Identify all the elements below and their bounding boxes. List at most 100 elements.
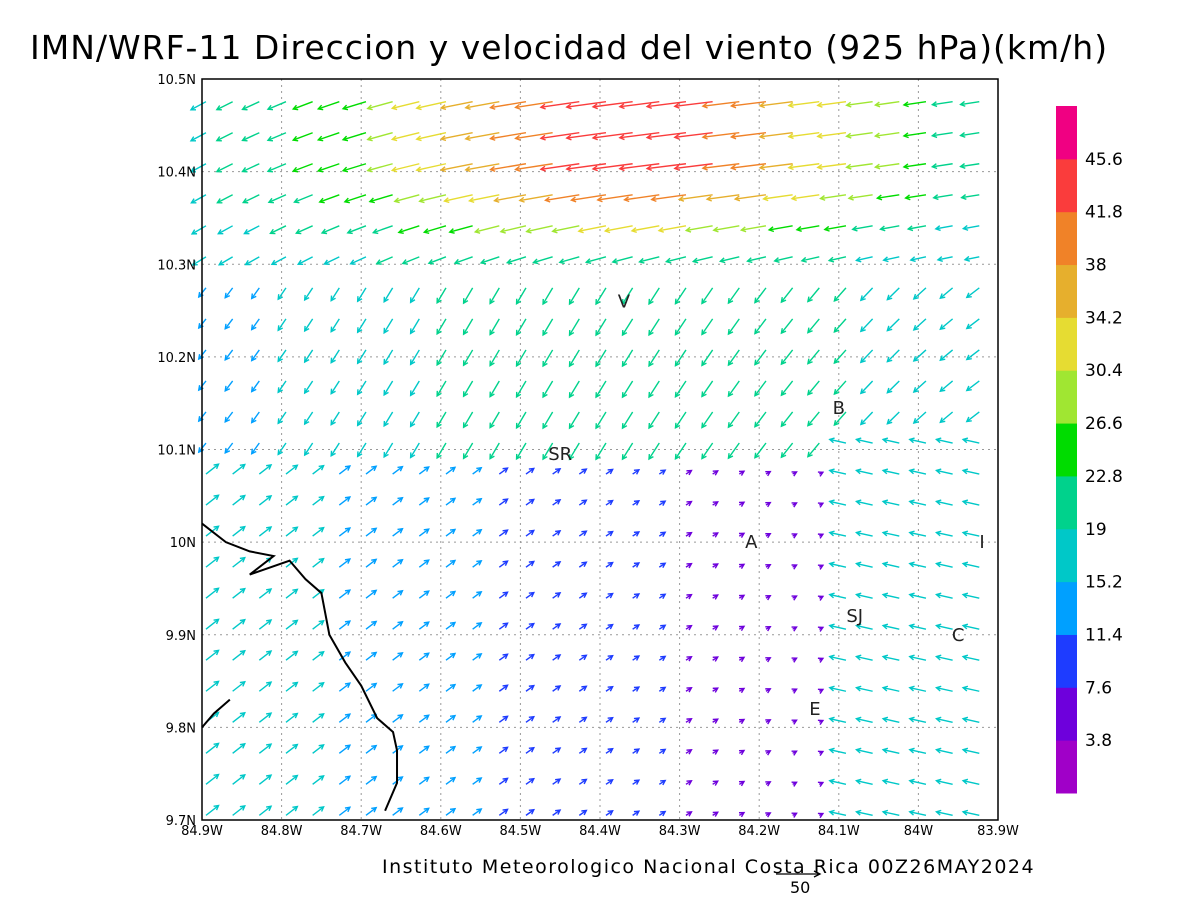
wind-vector xyxy=(258,681,273,692)
wind-vector xyxy=(542,380,554,399)
wind-vector xyxy=(409,349,420,366)
wind-vector xyxy=(632,686,641,692)
wind-vector xyxy=(618,163,660,172)
wind-vector xyxy=(961,224,980,231)
wind-vector xyxy=(939,411,954,424)
wind-vector xyxy=(855,592,873,599)
wind-vector xyxy=(316,132,340,142)
wind-vector xyxy=(738,532,746,538)
wind-vector xyxy=(578,468,588,475)
wind-vector xyxy=(392,651,404,661)
wind-vector xyxy=(658,779,667,786)
wind-vector xyxy=(817,781,825,788)
wind-vector xyxy=(445,466,457,475)
wind-vector xyxy=(758,100,793,109)
wind-vector xyxy=(445,590,457,599)
wind-vector xyxy=(758,163,793,171)
wind-vector xyxy=(330,318,340,333)
wind-vector xyxy=(935,499,953,506)
wind-vector xyxy=(780,287,794,304)
wind-vector xyxy=(817,750,825,757)
wind-vector xyxy=(787,100,820,109)
wind-vector xyxy=(712,594,719,600)
wind-vector xyxy=(908,561,927,568)
wind-vector xyxy=(658,562,667,569)
wind-vector xyxy=(338,682,352,692)
wind-vector xyxy=(472,777,483,785)
wind-vector xyxy=(285,650,299,661)
wind-vector xyxy=(224,318,234,330)
wind-vector xyxy=(338,744,352,754)
wind-vector xyxy=(418,466,430,475)
colorbar-swatch xyxy=(1056,634,1077,688)
wind-vector xyxy=(266,163,287,173)
wind-vector xyxy=(754,318,767,335)
wind-vector xyxy=(584,256,607,265)
wind-vector xyxy=(291,101,313,111)
wind-vector xyxy=(855,437,873,444)
wind-vector xyxy=(445,528,457,537)
wind-vector xyxy=(791,626,798,632)
wind-vector xyxy=(595,411,607,430)
wind-vector xyxy=(505,256,527,265)
wind-vector xyxy=(961,778,980,786)
wind-vector xyxy=(630,225,660,234)
wind-vector xyxy=(881,561,900,568)
wind-vector xyxy=(939,380,954,393)
wind-vector xyxy=(806,318,820,334)
wind-vector xyxy=(881,778,900,786)
wind-vector xyxy=(409,318,420,335)
y-tick-label: 10.2N xyxy=(157,351,196,366)
wind-vector xyxy=(819,194,847,201)
wind-vector xyxy=(241,194,260,204)
wind-vector xyxy=(392,558,404,568)
wind-vector xyxy=(595,442,607,461)
wind-vector xyxy=(932,194,953,201)
wind-vector xyxy=(422,225,447,234)
wind-vector xyxy=(658,624,667,631)
wind-vector xyxy=(591,163,633,172)
wind-vector xyxy=(762,194,793,202)
wind-vector xyxy=(912,380,927,393)
wind-vector xyxy=(303,318,314,333)
wind-vector xyxy=(828,654,847,661)
wind-vector xyxy=(873,132,900,139)
wind-vector xyxy=(961,716,980,723)
wind-vector xyxy=(525,808,535,816)
wind-vector xyxy=(316,101,340,111)
wind-vector xyxy=(908,809,927,817)
wind-vector xyxy=(539,163,580,172)
plot-frame xyxy=(201,78,999,821)
wind-vector xyxy=(365,496,378,506)
wind-vector xyxy=(312,775,325,785)
wind-vector xyxy=(758,132,793,140)
wind-vector xyxy=(439,101,473,111)
wind-vector xyxy=(879,225,900,232)
place-label: A xyxy=(745,532,758,553)
wind-vector xyxy=(189,132,207,142)
wind-vector xyxy=(632,748,641,754)
wind-vector xyxy=(217,256,234,266)
wind-vector xyxy=(277,411,287,425)
wind-vector xyxy=(632,469,641,475)
wind-vector xyxy=(855,561,873,568)
wind-vector xyxy=(648,411,660,430)
wind-vector xyxy=(464,132,500,142)
wind-vector xyxy=(232,556,246,568)
colorbar-swatch xyxy=(1056,687,1077,741)
wind-vector xyxy=(525,777,535,785)
wind-vector xyxy=(472,466,483,475)
wind-vector xyxy=(935,561,953,568)
wind-vector xyxy=(738,687,746,694)
wind-vector xyxy=(205,618,220,630)
wind-vector xyxy=(542,349,554,368)
wind-vector xyxy=(498,684,509,692)
wind-vector xyxy=(712,687,719,693)
wind-vector xyxy=(418,683,430,692)
wind-vector xyxy=(232,773,246,785)
wind-vector xyxy=(886,411,900,425)
wind-vector xyxy=(935,654,953,661)
wind-vector xyxy=(632,655,641,661)
wind-vector xyxy=(409,287,420,304)
wind-vector xyxy=(295,225,313,235)
